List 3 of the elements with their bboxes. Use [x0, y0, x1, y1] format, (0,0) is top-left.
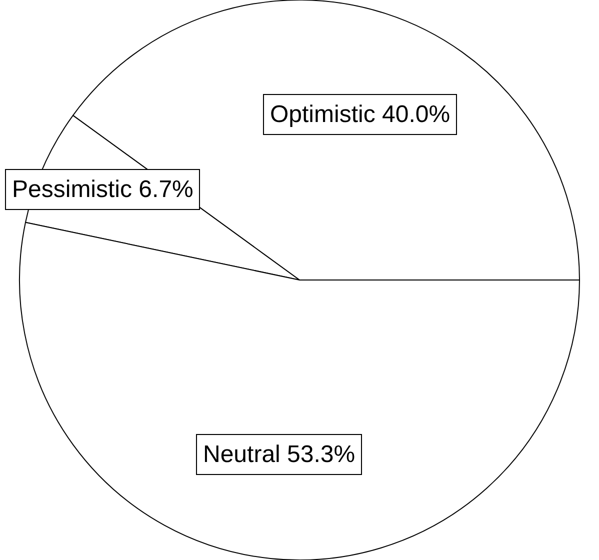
slice-label: Neutral 53.3%	[203, 441, 356, 468]
slice-label: Optimistic 40.0%	[270, 101, 450, 128]
slice-label: Pessimistic 6.7%	[12, 176, 194, 203]
